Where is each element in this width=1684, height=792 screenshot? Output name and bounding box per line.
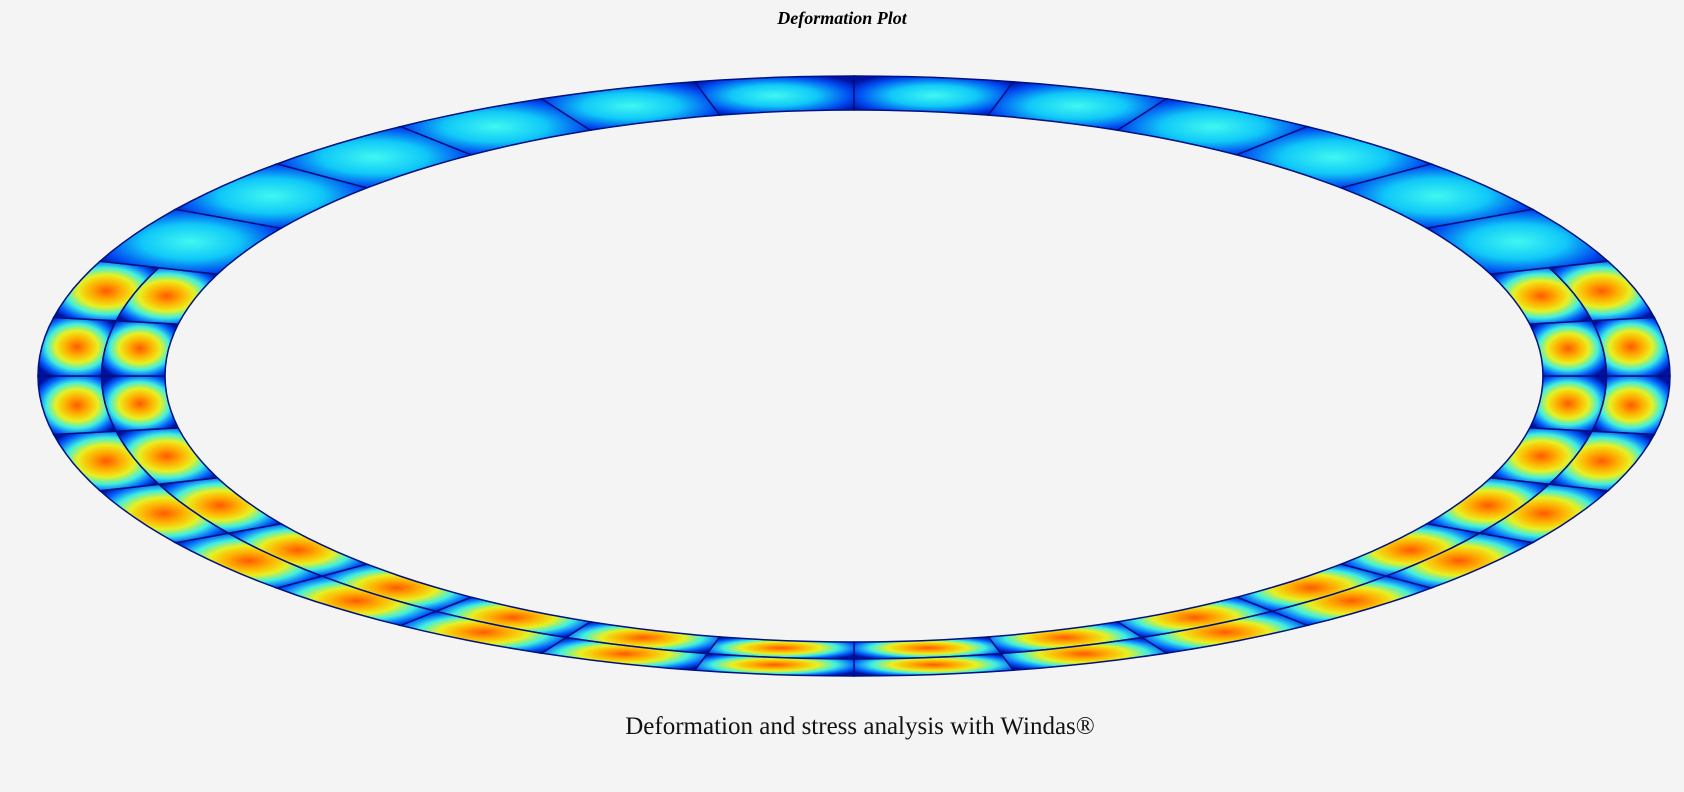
ring-mesh: [37, 75, 1671, 677]
mesh-element: [1528, 375, 1608, 432]
mesh-element: [100, 375, 180, 432]
mesh-element: [1590, 316, 1671, 377]
plot-title: Deformation Plot: [777, 8, 907, 28]
footer-caption: Deformation and stress analysis with Win…: [625, 713, 1095, 740]
mesh-element: [1528, 320, 1608, 377]
mesh-element: [853, 75, 1015, 116]
mesh-element: [693, 75, 855, 116]
mesh-element: [100, 320, 180, 377]
